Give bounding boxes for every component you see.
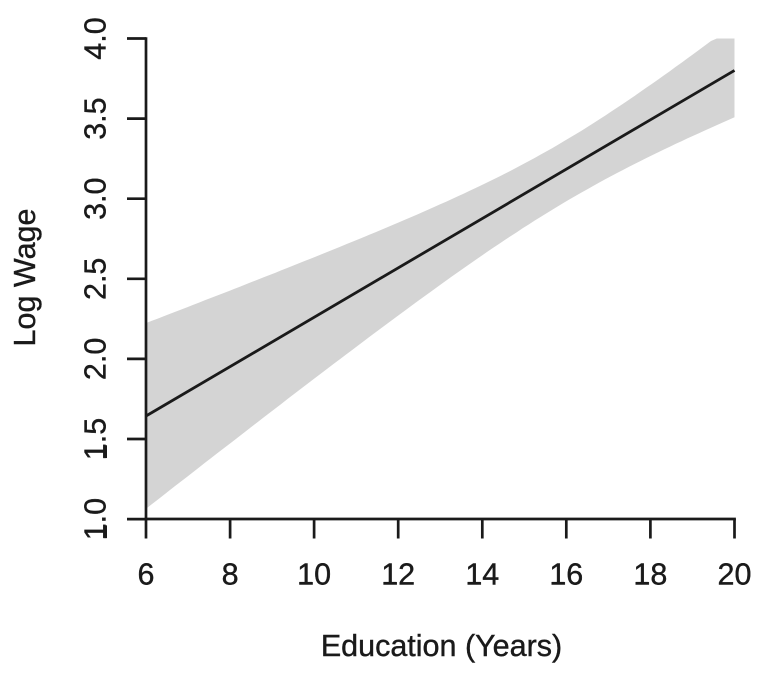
svg-text:16: 16 xyxy=(549,558,583,592)
svg-text:2.0: 2.0 xyxy=(79,338,113,380)
svg-text:6: 6 xyxy=(138,558,155,592)
svg-text:3.5: 3.5 xyxy=(79,97,113,139)
svg-text:14: 14 xyxy=(465,558,499,592)
svg-text:Education (Years): Education (Years) xyxy=(321,629,562,663)
svg-text:18: 18 xyxy=(633,558,667,592)
svg-text:8: 8 xyxy=(222,558,239,592)
svg-text:Log Wage: Log Wage xyxy=(8,209,42,347)
svg-text:4.0: 4.0 xyxy=(79,17,113,59)
svg-text:12: 12 xyxy=(381,558,415,592)
svg-text:1.5: 1.5 xyxy=(79,418,113,460)
svg-text:20: 20 xyxy=(718,558,752,592)
svg-text:10: 10 xyxy=(297,558,331,592)
svg-text:2.5: 2.5 xyxy=(79,258,113,300)
svg-text:1.0: 1.0 xyxy=(79,498,113,540)
svg-text:3.0: 3.0 xyxy=(79,177,113,219)
